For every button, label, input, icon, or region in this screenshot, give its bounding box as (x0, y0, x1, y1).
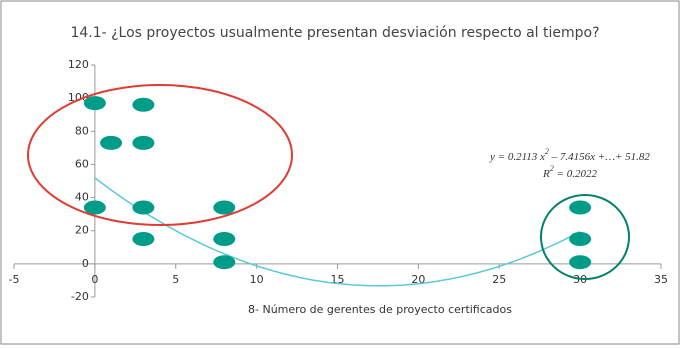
eq-part: – 7.4156x +…+ 51.82 (549, 151, 651, 163)
point (569, 200, 592, 215)
chart-title: 14.1- ¿Los proyectos usualmente presenta… (70, 25, 599, 41)
y-tick-label: -20 (71, 290, 89, 303)
x-axis-label: 8- Número de gerentes de proyecto certif… (248, 303, 512, 316)
r2-part: = 0.2022 (554, 168, 598, 180)
x-tick-label: -5 (9, 273, 20, 286)
point (213, 255, 236, 270)
highlight-ellipse (27, 84, 293, 226)
point (213, 232, 236, 246)
y-tick-label: 100 (68, 91, 89, 104)
eq-sup: 2 (545, 147, 549, 156)
point (213, 200, 236, 215)
y-tick-label: 40 (75, 191, 89, 204)
point (132, 200, 155, 215)
trendline (94, 177, 581, 287)
r2-part: R (542, 168, 550, 180)
y-tick-label: 20 (75, 224, 89, 237)
x-tick-label: 25 (492, 273, 506, 286)
trend-r2: R2 = 0.2022 (542, 164, 597, 180)
point (132, 232, 155, 246)
x-tick-label: 10 (250, 273, 264, 286)
x-tick-label: 35 (654, 273, 668, 286)
y-tick-label: 80 (75, 124, 89, 137)
point (569, 255, 592, 270)
point (132, 97, 155, 112)
r2-sup: 2 (550, 164, 554, 173)
y-tick-label: 60 (75, 157, 89, 170)
eq-part: y = 0.2113 x (489, 151, 545, 163)
point (83, 96, 106, 111)
point (100, 135, 123, 150)
y-tick-label: 120 (68, 58, 89, 71)
x-tick-label: 5 (172, 273, 179, 286)
trend-equation: y = 0.2113 x2 – 7.4156x +…+ 51.82 (489, 147, 650, 163)
point (569, 232, 592, 246)
point (132, 135, 155, 150)
highlight-circle (540, 194, 630, 280)
point (83, 200, 106, 215)
y-tick-label: 0 (82, 257, 89, 270)
x-tick-label: 0 (91, 273, 98, 286)
